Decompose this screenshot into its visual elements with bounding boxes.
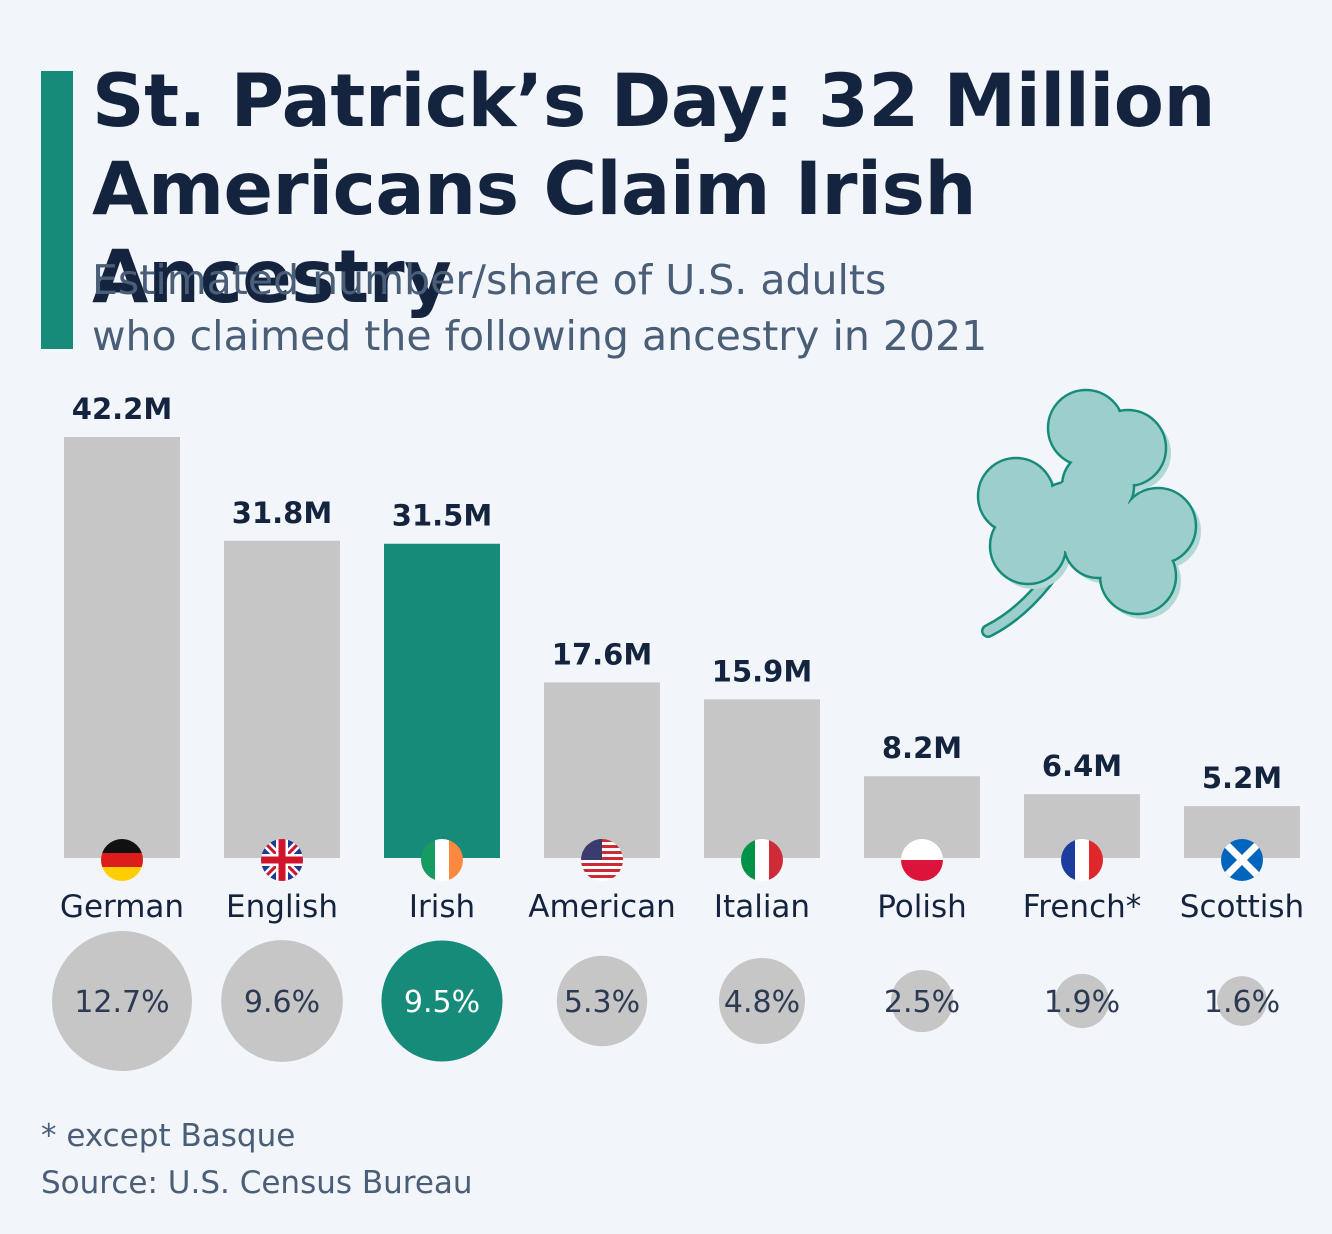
france-flag-icon [1061,839,1103,881]
bar-1 [224,540,340,858]
value-label: 8.2M [882,731,962,765]
source-note: Source: U.S. Census Bureau [41,1165,473,1201]
share-label: 1.6% [1204,985,1280,1020]
category-label: English [226,889,338,925]
share-bubble-2 [381,940,503,1062]
italy-flag-icon [741,839,783,881]
usa-flag-icon [581,839,623,881]
share-bubble-5 [890,969,954,1033]
value-label: 6.4M [1042,749,1122,783]
category-label: French* [1023,889,1142,925]
value-label: 15.9M [712,654,812,688]
share-label: 9.6% [244,985,320,1020]
share-label: 12.7% [74,985,169,1020]
share-bubble-7 [1217,976,1267,1026]
bar-3 [544,682,660,858]
ireland-flag-icon [421,839,463,881]
category-label: Irish [409,889,475,925]
category-label: Scottish [1180,889,1304,925]
scotland-flag-icon [1221,839,1263,881]
chart-title: St. Patrick’s Day: 32 Million Americans … [92,59,1215,320]
category-label: German [60,889,184,925]
share-bubble-4 [718,957,806,1045]
share-bubble-6 [1054,973,1110,1029]
category-label: American [528,889,676,925]
share-label: 9.5% [404,985,480,1020]
value-label: 42.2M [72,392,172,426]
value-label: 5.2M [1202,761,1282,795]
value-label: 17.6M [552,637,652,671]
chart-subtitle: Estimated number/share of U.S. adults wh… [92,256,988,360]
share-bubble-1 [221,940,343,1062]
bar-2 [384,543,500,858]
category-label: Italian [714,889,810,925]
bar-0 [64,437,180,858]
share-label: 5.3% [564,985,640,1020]
poland-flag-icon [901,839,943,881]
bar-chart: 42.2M German 12.7% 31.8M English 9.6% 31.5M Iri… [52,392,1304,1071]
category-label: Polish [877,889,967,925]
shamrock-icon [976,388,1201,638]
share-bubble-0 [52,931,192,1071]
value-label: 31.5M [392,499,492,533]
bar-4 [704,699,820,858]
title-accent-bar [41,71,73,349]
uk-flag-icon [261,839,303,881]
value-label: 31.8M [232,496,332,530]
footnote: * except Basque [41,1118,296,1154]
share-label: 1.9% [1044,985,1120,1020]
share-label: 4.8% [724,985,800,1020]
share-bubble-3 [556,955,648,1047]
germany-flag-icon [101,839,143,881]
share-label: 2.5% [884,985,960,1020]
